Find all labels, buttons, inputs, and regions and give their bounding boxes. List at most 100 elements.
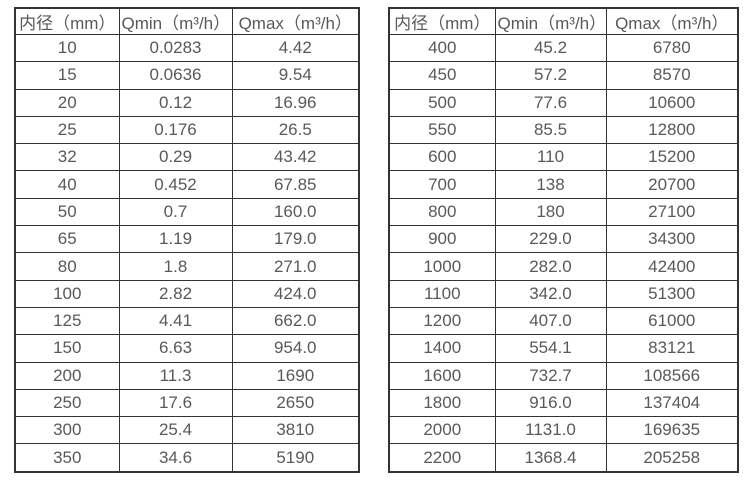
- table-row: 80 1.8 271.0: [14, 252, 360, 281]
- table-cell: 282.0: [494, 252, 607, 281]
- table-cell: 169635: [605, 416, 739, 445]
- table-cell: 16.96: [231, 88, 360, 117]
- table-cell: 700: [388, 170, 496, 199]
- table-cell: 11.3: [118, 361, 233, 390]
- table-cell: 3810: [231, 416, 360, 445]
- table-header-row: 内径（mm） Qmin（m³/h） Qmax（m³/h）: [388, 7, 739, 35]
- table-cell: 1200: [388, 306, 496, 336]
- table-cell: 42400: [605, 252, 739, 281]
- table-row: 25 0.176 26.5: [14, 115, 360, 145]
- table-row: 900 229.0 34300: [388, 225, 739, 254]
- table-cell: 1690: [231, 361, 360, 390]
- table-cell: 4.41: [118, 306, 233, 336]
- table-cell: 27100: [605, 197, 739, 227]
- table-cell: 300: [14, 416, 120, 445]
- table-cell: 205258: [605, 443, 739, 473]
- table-cell: 0.29: [118, 143, 233, 172]
- table-row: 300 25.4 3810: [14, 416, 360, 445]
- table-row: 150 6.63 954.0: [14, 334, 360, 363]
- flow-rate-table-large-diameters: 内径（mm） Qmin（m³/h） Qmax（m³/h） 400 45.2 6780…: [388, 7, 739, 473]
- table-cell: 83121: [605, 334, 739, 363]
- table-cell: 67.85: [231, 170, 360, 199]
- table-cell: 916.0: [494, 388, 607, 418]
- table-cell: 662.0: [231, 306, 360, 336]
- table-cell: 9.54: [231, 61, 360, 90]
- table-cell: 250: [14, 388, 120, 418]
- table-row: 65 1.19 179.0: [14, 225, 360, 254]
- table-cell: 1.8: [118, 252, 233, 281]
- table-row: 1000 282.0 42400: [388, 252, 739, 281]
- table-cell: 17.6: [118, 388, 233, 418]
- table-cell: 1600: [388, 361, 496, 390]
- table-row: 20 0.12 16.96: [14, 88, 360, 117]
- table-cell: 424.0: [231, 279, 360, 308]
- table-cell: 32: [14, 143, 120, 172]
- table-row: 600 110 15200: [388, 143, 739, 172]
- column-header-qmax: Qmax（m³/h）: [605, 7, 739, 35]
- table-cell: 0.0283: [118, 33, 233, 63]
- table-cell: 342.0: [494, 279, 607, 308]
- table-cell: 350: [14, 443, 120, 473]
- table-row: 450 57.2 8570: [388, 61, 739, 90]
- table-cell: 954.0: [231, 334, 360, 363]
- table-cell: 25: [14, 115, 120, 145]
- table-row: 100 2.82 424.0: [14, 279, 360, 308]
- table-cell: 6.63: [118, 334, 233, 363]
- table-cell: 12800: [605, 115, 739, 145]
- table-cell: 0.452: [118, 170, 233, 199]
- table-cell: 550: [388, 115, 496, 145]
- table-cell: 137404: [605, 388, 739, 418]
- table-cell: 57.2: [494, 61, 607, 90]
- table-cell: 34300: [605, 225, 739, 254]
- table-cell: 1400: [388, 334, 496, 363]
- table-cell: 5190: [231, 443, 360, 473]
- table-cell: 40: [14, 170, 120, 199]
- table-body: 10 0.0283 4.42 15 0.0636 9.54 20 0.12 16.96 25 0.1…: [14, 33, 360, 473]
- column-header-qmin: Qmin（m³/h）: [118, 7, 233, 35]
- table-cell: 0.0636: [118, 61, 233, 90]
- table-cell: 50: [14, 197, 120, 227]
- table-row: 350 34.6 5190: [14, 443, 360, 473]
- table-row: 200 11.3 1690: [14, 361, 360, 390]
- table-row: 2200 1368.4 205258: [388, 443, 739, 473]
- table-cell: 2000: [388, 416, 496, 445]
- table-cell: 0.12: [118, 88, 233, 117]
- table-cell: 6780: [605, 33, 739, 63]
- table-body: 400 45.2 6780 450 57.2 8570 500 77.6 10600 550 85.…: [388, 33, 739, 473]
- table-cell: 271.0: [231, 252, 360, 281]
- table-row: 40 0.452 67.85: [14, 170, 360, 199]
- table-row: 250 17.6 2650: [14, 388, 360, 418]
- table-cell: 43.42: [231, 143, 360, 172]
- table-cell: 10: [14, 33, 120, 63]
- table-cell: 180: [494, 197, 607, 227]
- table-cell: 80: [14, 252, 120, 281]
- table-row: 15 0.0636 9.54: [14, 61, 360, 90]
- table-cell: 77.6: [494, 88, 607, 117]
- column-header-diameter: 内径（mm）: [14, 7, 120, 35]
- table-cell: 2200: [388, 443, 496, 473]
- table-cell: 0.7: [118, 197, 233, 227]
- table-cell: 110: [494, 143, 607, 172]
- table-cell: 150: [14, 334, 120, 363]
- flow-rate-table-small-diameters: 内径（mm） Qmin（m³/h） Qmax（m³/h） 10 0.0283 4.4…: [14, 7, 360, 473]
- table-row: 1600 732.7 108566: [388, 361, 739, 390]
- table-header-row: 内径（mm） Qmin（m³/h） Qmax（m³/h）: [14, 7, 360, 35]
- table-cell: 45.2: [494, 33, 607, 63]
- table-cell: 65: [14, 225, 120, 254]
- table-cell: 1100: [388, 279, 496, 308]
- table-cell: 100: [14, 279, 120, 308]
- table-cell: 1.19: [118, 225, 233, 254]
- table-row: 800 180 27100: [388, 197, 739, 227]
- table-cell: 0.176: [118, 115, 233, 145]
- table-cell: 800: [388, 197, 496, 227]
- table-row: 500 77.6 10600: [388, 88, 739, 117]
- table-cell: 4.42: [231, 33, 360, 63]
- table-row: 1400 554.1 83121: [388, 334, 739, 363]
- table-cell: 407.0: [494, 306, 607, 336]
- table-cell: 25.4: [118, 416, 233, 445]
- table-cell: 200: [14, 361, 120, 390]
- table-cell: 1368.4: [494, 443, 607, 473]
- table-row: 1800 916.0 137404: [388, 388, 739, 418]
- table-cell: 1000: [388, 252, 496, 281]
- table-cell: 125: [14, 306, 120, 336]
